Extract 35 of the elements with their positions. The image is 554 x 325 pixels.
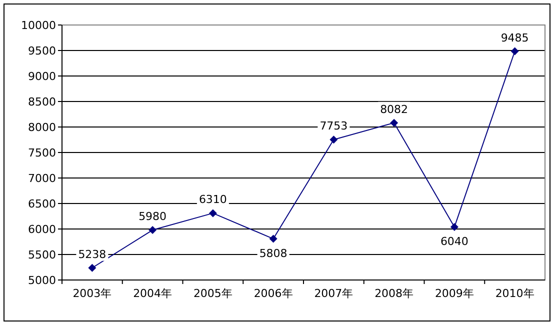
x-tick-label: 2003年 xyxy=(72,287,112,300)
point xyxy=(330,136,338,144)
y-tick-label: 10000 xyxy=(21,19,56,32)
y-tick-label: 6000 xyxy=(28,223,56,236)
x-tick-label: 2004年 xyxy=(133,287,172,300)
data-label: 7753 xyxy=(320,120,348,133)
point xyxy=(208,209,217,218)
data-label: 8082 xyxy=(380,102,408,116)
point xyxy=(390,118,398,127)
y-tick-label: 5500 xyxy=(28,248,56,262)
y-tick-label: 6500 xyxy=(28,198,56,210)
point xyxy=(88,264,96,272)
point xyxy=(148,226,157,234)
x-tick-label: 2006年 xyxy=(254,287,293,300)
y-tick-label: 7000 xyxy=(28,172,56,185)
data-label: 6310 xyxy=(198,193,227,206)
data-label: 5980 xyxy=(138,210,167,224)
y-tick-label: 7500 xyxy=(28,146,56,160)
x-tick-label: 2009年 xyxy=(434,287,474,300)
y-tick-label: 9500 xyxy=(28,44,56,58)
data-label: 5238 xyxy=(78,248,106,261)
y-tick-label: 5000 xyxy=(28,274,56,287)
point xyxy=(450,222,458,231)
data-label: 9485 xyxy=(500,31,529,44)
data-label: 5808 xyxy=(259,246,288,260)
x-tick-label: 2005年 xyxy=(193,287,232,300)
point xyxy=(510,47,519,56)
x-tick-label: 2008年 xyxy=(374,287,414,300)
y-tick-label: 9000 xyxy=(28,70,56,83)
point xyxy=(269,234,278,243)
x-tick-label: 2010年 xyxy=(495,287,534,300)
y-tick-label: 8000 xyxy=(28,121,56,134)
x-tick-label: 2007年 xyxy=(314,287,354,300)
data-label: 6040 xyxy=(440,234,468,248)
y-tick-label: 8500 xyxy=(28,96,56,108)
